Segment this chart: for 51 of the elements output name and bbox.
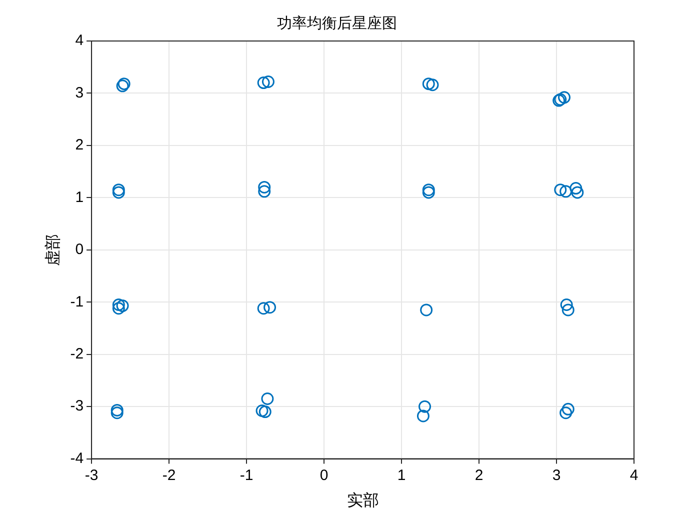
- point: [422, 78, 435, 90]
- point: [558, 91, 571, 104]
- point: [257, 76, 270, 90]
- point: [418, 400, 432, 413]
- x-tick-label: 4: [630, 466, 638, 484]
- point: [571, 186, 584, 199]
- point: [258, 185, 271, 198]
- point: [256, 404, 268, 418]
- point: [110, 406, 124, 420]
- x-tick-label: 0: [320, 466, 328, 484]
- point: [257, 302, 270, 315]
- point: [112, 184, 125, 196]
- point: [416, 410, 430, 422]
- y-tick-label: -4: [70, 450, 84, 467]
- x-tick-label: -2: [162, 466, 176, 484]
- point: [570, 182, 582, 195]
- point: [560, 298, 573, 311]
- point: [262, 75, 274, 88]
- chart-title: 功率均衡后星座图: [277, 14, 397, 32]
- x-axis-title: 实部: [346, 490, 379, 510]
- point: [422, 184, 435, 196]
- x-tick-label: 1: [397, 466, 406, 484]
- y-tick-label: 1: [75, 188, 84, 206]
- x-tick-label: 2: [474, 466, 484, 484]
- point: [422, 186, 435, 199]
- y-tick-label: 0: [75, 241, 84, 258]
- y-tick-label: -2: [70, 345, 84, 362]
- point: [420, 304, 433, 316]
- point: [426, 78, 439, 92]
- x-tick-label: -1: [240, 466, 254, 484]
- y-tick-label: -1: [70, 293, 84, 310]
- point: [112, 298, 125, 311]
- point: [110, 404, 124, 416]
- point: [560, 185, 572, 198]
- point: [562, 402, 574, 416]
- point: [112, 186, 125, 199]
- y-tick-label: -3: [70, 398, 84, 415]
- x-tick-label: 3: [552, 466, 561, 484]
- point: [112, 302, 125, 315]
- point: [258, 406, 272, 418]
- point: [261, 392, 274, 405]
- y-axis-title: 虚部: [42, 234, 62, 266]
- point: [116, 300, 129, 312]
- point: [264, 301, 276, 314]
- point: [562, 304, 574, 316]
- point: [554, 184, 567, 196]
- point: [258, 180, 271, 194]
- y-tick-label: 2: [75, 136, 84, 154]
- y-tick-label: 4: [75, 32, 84, 50]
- point: [560, 406, 572, 420]
- y-tick-label: 3: [75, 84, 84, 102]
